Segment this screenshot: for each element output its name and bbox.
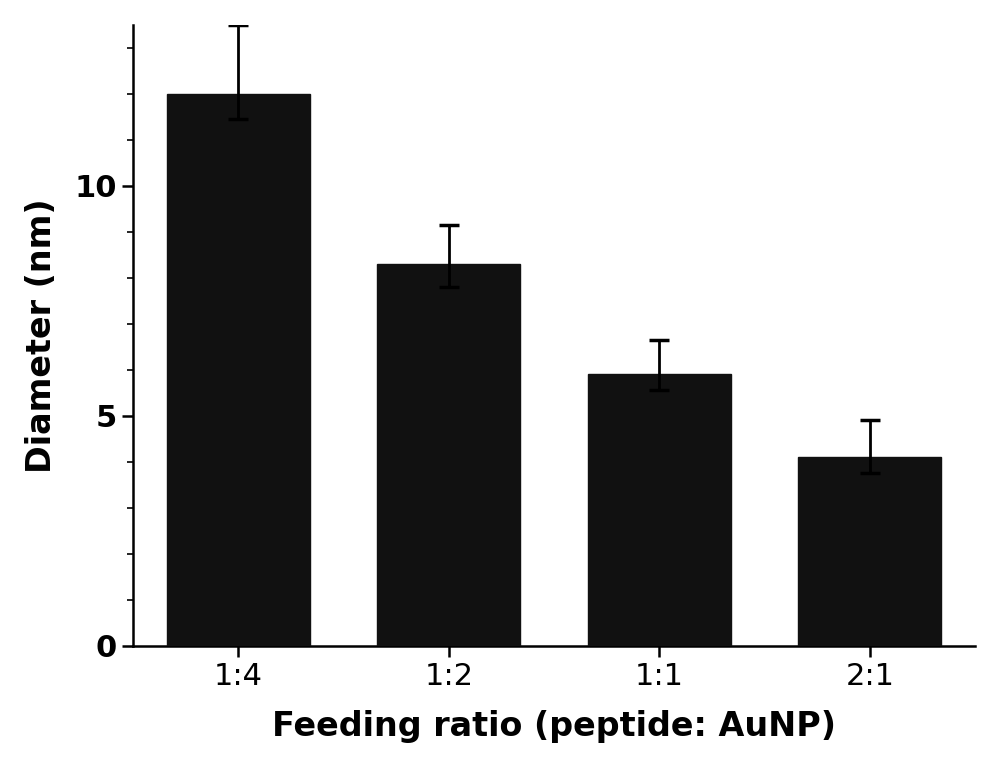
- Bar: [798, 457, 941, 646]
- X-axis label: Feeding ratio (peptide: AuNP): Feeding ratio (peptide: AuNP): [272, 710, 836, 743]
- Bar: [377, 264, 520, 646]
- Bar: [588, 374, 731, 646]
- Y-axis label: Diameter (nm): Diameter (nm): [25, 198, 58, 472]
- Bar: [167, 94, 310, 646]
